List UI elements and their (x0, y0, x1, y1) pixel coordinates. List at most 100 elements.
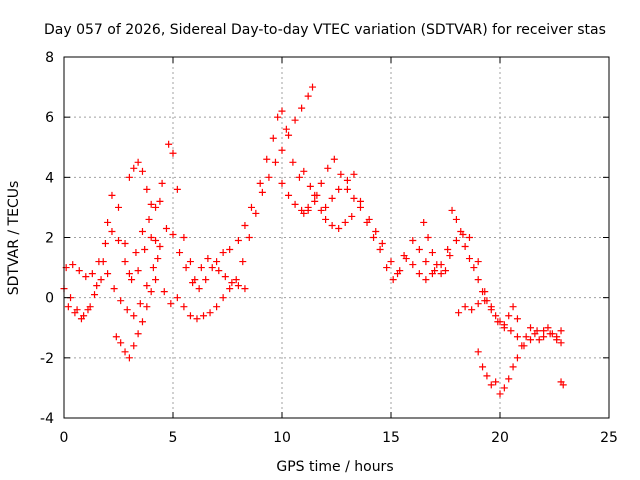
data-point (149, 264, 157, 272)
data-point (147, 200, 155, 208)
data-point (474, 300, 482, 308)
data-point (208, 264, 216, 272)
data-point (147, 288, 155, 296)
data-point (500, 324, 508, 332)
data-point (204, 255, 212, 263)
data-point (215, 267, 223, 275)
data-point (487, 381, 495, 389)
data-point (219, 249, 227, 257)
data-point (101, 240, 109, 248)
data-point (317, 206, 325, 214)
data-point (437, 270, 445, 278)
data-point (446, 252, 454, 260)
data-point (553, 333, 561, 341)
series-track-a (60, 107, 565, 350)
data-point (496, 318, 504, 326)
data-point (505, 375, 513, 383)
data-point (335, 224, 343, 232)
data-point (285, 131, 293, 139)
data-point (206, 309, 214, 317)
series-track-j (420, 218, 489, 317)
data-point (213, 258, 221, 266)
y-tick-label: 4 (45, 170, 54, 186)
data-point (241, 221, 249, 229)
data-point (167, 300, 175, 308)
data-point (300, 209, 308, 217)
data-point (134, 330, 142, 338)
data-point (125, 173, 133, 181)
data-point (461, 303, 469, 311)
data-point (341, 218, 349, 226)
data-point (108, 191, 116, 199)
data-point (84, 306, 92, 314)
data-point (285, 191, 293, 199)
data-point (479, 363, 487, 371)
data-point (121, 240, 129, 248)
data-point (465, 255, 473, 263)
data-point (389, 276, 397, 284)
data-point (143, 303, 151, 311)
data-point (428, 270, 436, 278)
data-point (317, 179, 325, 187)
plot-area (60, 83, 567, 398)
data-point (256, 179, 264, 187)
data-point (387, 258, 395, 266)
data-point (252, 209, 260, 217)
data-point (182, 264, 190, 272)
data-point (291, 200, 299, 208)
data-point (156, 197, 164, 205)
series-track-b (62, 83, 317, 323)
data-point (91, 291, 99, 299)
data-point (487, 306, 495, 314)
series-track-g (300, 197, 356, 232)
data-point (311, 197, 319, 205)
data-point (324, 164, 332, 172)
data-point (496, 390, 504, 398)
data-point (158, 179, 166, 187)
series-track-d (112, 276, 160, 362)
data-point (343, 185, 351, 193)
data-point (145, 215, 153, 223)
data-point (263, 155, 271, 163)
x-tick-label: 25 (600, 430, 618, 446)
series-track-c (64, 224, 249, 323)
data-point (350, 170, 358, 178)
data-point (559, 381, 567, 389)
data-point (422, 276, 430, 284)
data-point (241, 285, 249, 293)
data-point (557, 339, 565, 347)
y-tick-label: 2 (45, 231, 54, 247)
data-point (82, 273, 90, 281)
y-tick-label: 6 (45, 110, 54, 126)
y-tick-label: 0 (45, 291, 54, 307)
data-point (271, 158, 279, 166)
data-point (200, 312, 208, 320)
data-point (125, 354, 133, 362)
data-point (378, 240, 386, 248)
data-point (138, 167, 146, 175)
data-point (247, 203, 255, 211)
data-point (282, 125, 290, 133)
data-point (221, 273, 229, 281)
data-point (156, 243, 164, 251)
data-point (143, 185, 151, 193)
data-point (165, 140, 173, 148)
data-point (115, 203, 122, 211)
data-point (531, 330, 539, 338)
data-point (278, 146, 286, 154)
data-point (295, 173, 303, 181)
data-point (513, 315, 521, 323)
series-track-k (557, 378, 567, 389)
data-point (173, 294, 181, 302)
data-point (104, 218, 112, 226)
series-track-h (474, 324, 565, 398)
data-point (330, 155, 338, 163)
data-point (311, 191, 319, 199)
data-point (415, 270, 423, 278)
y-axis-label: SDTVAR / TECUs (6, 181, 22, 296)
data-point (123, 306, 131, 314)
data-point (415, 246, 423, 254)
data-point (492, 312, 500, 320)
data-point (75, 267, 83, 275)
data-point (505, 312, 513, 320)
